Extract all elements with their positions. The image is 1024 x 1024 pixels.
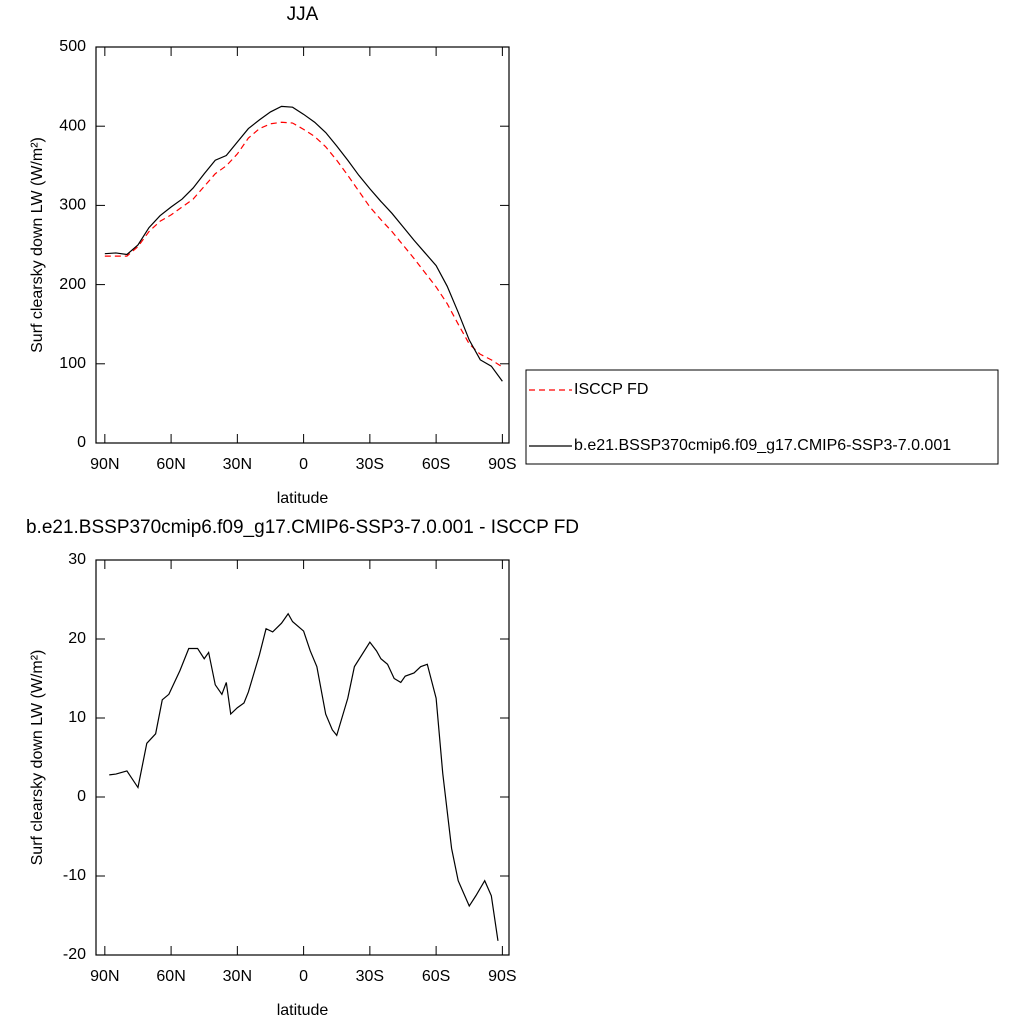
y-tick-label: 200 xyxy=(59,276,86,293)
plot-frame xyxy=(95,46,510,444)
x-tick-label: 90S xyxy=(488,968,516,985)
data-line xyxy=(104,105,503,382)
y-tick-label: -10 xyxy=(63,867,86,884)
y-tick-label: 100 xyxy=(59,355,86,372)
x-tick-label: 90S xyxy=(488,456,516,473)
x-tick-label: 60N xyxy=(156,968,185,985)
y-tick-label: 10 xyxy=(68,709,86,726)
x-tick-label: 60N xyxy=(156,456,185,473)
x-tick-label: 0 xyxy=(299,456,308,473)
x-axis-label: latitude xyxy=(277,1002,329,1019)
legend-label: b.e21.BSSP370cmip6.f09_g17.CMIP6-SSP3-7.… xyxy=(574,437,951,454)
legend-label: ISCCP FD xyxy=(574,381,648,398)
x-tick-label: 30S xyxy=(356,456,384,473)
x-tick-label: 60S xyxy=(422,968,450,985)
y-tick-label: 0 xyxy=(77,788,86,805)
plot-frame xyxy=(95,559,510,956)
y-axis-label: Surf clearsky down LW (W/m²) xyxy=(29,137,46,353)
x-tick-label: 90N xyxy=(90,968,119,985)
y-tick-label: 400 xyxy=(59,117,86,134)
y-tick-label: 300 xyxy=(59,197,86,214)
data-line xyxy=(104,121,503,368)
y-tick-label: 30 xyxy=(68,551,86,568)
legend-box xyxy=(525,369,999,465)
chart-title: JJA xyxy=(287,4,319,25)
x-tick-label: 30N xyxy=(223,456,252,473)
y-tick-label: 20 xyxy=(68,630,86,647)
x-axis-label: latitude xyxy=(277,490,329,507)
x-tick-label: 30S xyxy=(356,968,384,985)
x-tick-label: 0 xyxy=(299,968,308,985)
x-tick-label: 30N xyxy=(223,968,252,985)
y-tick-label: 500 xyxy=(59,38,86,55)
y-axis-label: Surf clearsky down LW (W/m²) xyxy=(29,650,46,866)
y-tick-label: 0 xyxy=(77,434,86,451)
y-tick-label: -20 xyxy=(63,946,86,963)
chart-title: b.e21.BSSP370cmip6.f09_g17.CMIP6-SSP3-7.… xyxy=(26,517,579,538)
x-tick-label: 60S xyxy=(422,456,450,473)
x-tick-label: 90N xyxy=(90,456,119,473)
data-line xyxy=(109,612,499,941)
